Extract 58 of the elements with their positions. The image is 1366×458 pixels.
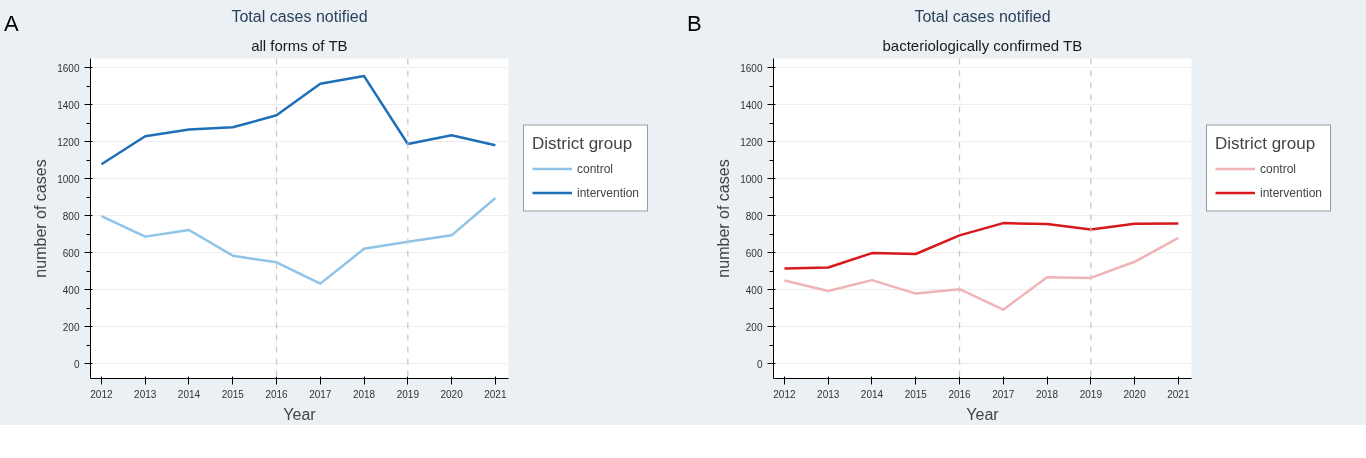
legend-label: intervention [1260, 185, 1323, 199]
chart-title: Total cases notified [231, 7, 368, 25]
x-tick-label: 2012 [773, 388, 796, 400]
x-tick-label: 2021 [484, 388, 507, 400]
y-tick-label: 800 [62, 210, 80, 222]
chart-subtitle: bacteriologically confirmed TB [882, 36, 1083, 54]
y-axis-title: number of cases [32, 159, 50, 278]
line-series [100, 196, 497, 285]
y-tick-label: 1000 [57, 173, 80, 185]
y-tick-label: 200 [62, 321, 80, 333]
text: A [4, 10, 19, 38]
legend-label: control [577, 161, 614, 175]
legend-title: District group [532, 133, 634, 153]
y-tick-label: 1200 [740, 136, 763, 148]
y-tick-label: 1200 [57, 136, 80, 148]
y-tick-label: 800 [745, 210, 763, 222]
y-tick-label: 1400 [740, 99, 763, 111]
y-tick-label: 1600 [57, 62, 80, 74]
legend-title: District group [1215, 133, 1317, 153]
line-series [783, 221, 1180, 270]
line-series [783, 236, 1180, 311]
x-tick-label: 2015 [904, 388, 928, 400]
y-tick-label: 400 [62, 284, 80, 296]
y-tick-label: 1600 [740, 62, 763, 74]
y-tick-label: 1000 [740, 173, 763, 185]
y-tick-label: 1400 [57, 99, 80, 111]
x-tick-label: 2016 [265, 388, 289, 400]
x-tick-label: 2014 [177, 388, 201, 400]
chart-title: Total cases notified [914, 7, 1051, 25]
x-axis-title: Year [966, 405, 1000, 423]
y-tick-label: 600 [62, 247, 80, 259]
text: B [687, 10, 702, 38]
x-tick-label: 2018 [352, 388, 376, 400]
x-tick-label: 2013 [134, 388, 157, 400]
y-tick-label: 400 [745, 284, 763, 296]
y-tick-label: 200 [745, 321, 763, 333]
y-tick-label: 0 [756, 358, 763, 370]
x-tick-label: 2016 [948, 388, 972, 400]
x-tick-label: 2020 [1123, 388, 1147, 400]
x-tick-label: 2012 [90, 388, 113, 400]
x-tick-label: 2014 [860, 388, 884, 400]
legend-label: intervention [577, 185, 640, 199]
y-tick-label: 0 [73, 358, 80, 370]
x-axis-title: Year [283, 405, 317, 423]
x-tick-label: 2018 [1035, 388, 1059, 400]
x-tick-label: 2017 [309, 388, 332, 400]
y-axis-title: number of cases [715, 159, 733, 278]
x-tick-label: 2017 [992, 388, 1015, 400]
legend-label: control [1260, 161, 1297, 175]
x-tick-label: 2015 [221, 388, 245, 400]
chart-subtitle: all forms of TB [251, 36, 348, 54]
y-tick-label: 600 [745, 247, 763, 259]
x-tick-label: 2020 [440, 388, 464, 400]
line-series [100, 74, 497, 166]
x-tick-label: 2019 [1079, 388, 1103, 400]
x-tick-label: 2019 [396, 388, 420, 400]
x-tick-label: 2013 [817, 388, 840, 400]
x-tick-label: 2021 [1167, 388, 1190, 400]
